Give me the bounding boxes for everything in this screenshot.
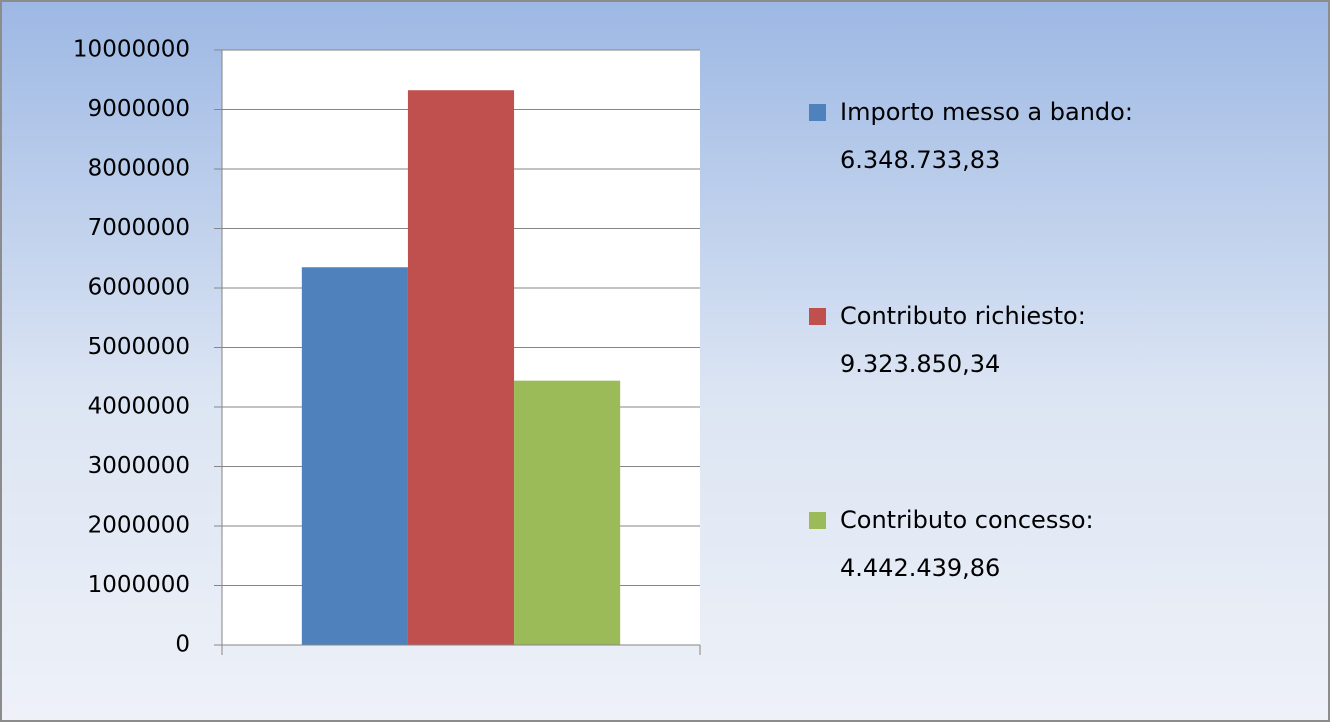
y-tick-label: 1000000	[88, 572, 190, 598]
y-tick-label: 4000000	[88, 394, 190, 420]
legend-swatch	[809, 512, 826, 529]
y-tick-label: 2000000	[88, 513, 190, 539]
bar	[301, 267, 408, 645]
y-tick-label: 7000000	[88, 215, 190, 241]
bar	[407, 90, 515, 646]
legend-swatch	[809, 104, 826, 121]
bar	[514, 380, 621, 645]
y-tick-label: 0	[175, 632, 190, 658]
y-tick-label: 9000000	[88, 96, 190, 122]
y-tick-label: 10000000	[73, 37, 190, 63]
y-tick-label: 5000000	[88, 334, 190, 360]
legend-value: 4.442.439,86	[840, 554, 1000, 582]
legend-label: Contributo concesso:	[840, 506, 1094, 534]
y-tick-label: 6000000	[88, 275, 190, 301]
legend-swatch	[809, 308, 826, 325]
y-tick-label: 3000000	[88, 453, 190, 479]
y-tick-label: 8000000	[88, 156, 190, 182]
legend-value: 6.348.733,83	[840, 146, 1000, 174]
legend-label: Contributo richiesto:	[840, 302, 1086, 330]
legend-label: Importo messo a bando:	[840, 98, 1133, 126]
legend-value: 9.323.850,34	[840, 350, 1000, 378]
